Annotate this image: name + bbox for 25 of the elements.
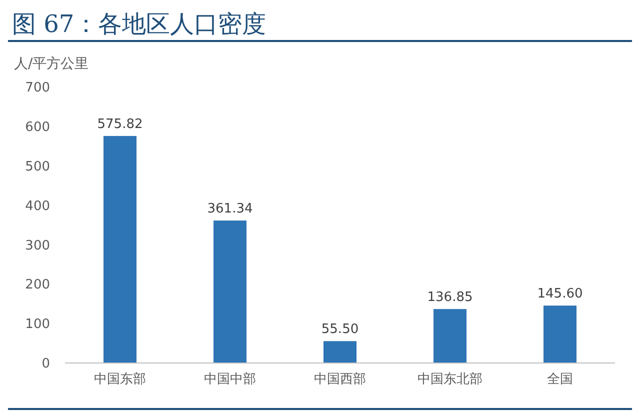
y-tick-label: 500 — [25, 159, 50, 174]
y-axis-title: 人/平方公里 — [14, 56, 89, 72]
chart-title: 图 67：各地区人口密度 — [12, 10, 266, 38]
data-label: 361.34 — [207, 202, 253, 217]
y-tick-label: 100 — [25, 317, 50, 332]
bar — [104, 136, 136, 363]
bar — [544, 306, 576, 363]
y-tick-label: 300 — [25, 238, 50, 254]
y-tick-label: 600 — [25, 120, 50, 135]
x-tick-label: 中国东部 — [94, 372, 146, 387]
y-tick-label: 400 — [25, 198, 50, 214]
y-tick-label: 700 — [25, 80, 50, 96]
bar — [324, 341, 356, 363]
x-tick-label: 中国中部 — [204, 372, 256, 387]
data-label: 55.50 — [321, 322, 359, 338]
y-tick-label: 0 — [42, 356, 50, 372]
data-label: 136.85 — [427, 290, 473, 306]
bar — [214, 220, 246, 363]
bar — [434, 309, 466, 363]
data-label: 145.60 — [537, 286, 583, 302]
data-label: 575.82 — [97, 116, 143, 132]
y-tick-label: 200 — [25, 278, 50, 293]
x-tick-label: 中国东北部 — [418, 372, 482, 387]
x-tick-label: 全国 — [547, 372, 573, 387]
x-tick-label: 中国西部 — [314, 372, 366, 387]
